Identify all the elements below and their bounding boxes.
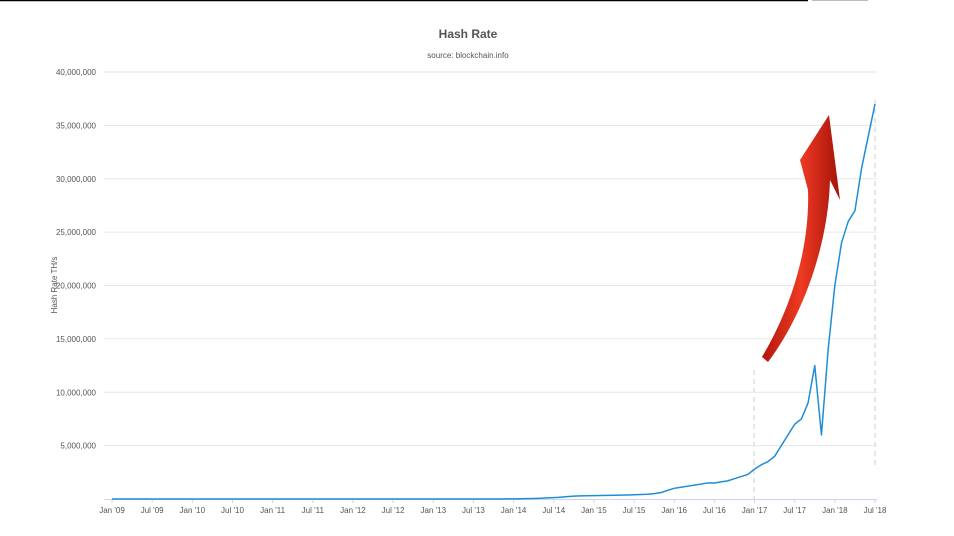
y-tick-label: 15,000,000 [56, 335, 97, 344]
y-tick-label: 40,000,000 [56, 68, 97, 77]
x-tick-label: Jul '18 [864, 506, 887, 515]
y-tick-label: 20,000,000 [56, 282, 97, 291]
chart-subtitle: source: blockchain.info [427, 51, 509, 60]
x-tick-label: Jul '09 [141, 506, 164, 515]
x-tick-label: Jul '14 [542, 506, 565, 515]
y-tick-label: 10,000,000 [56, 388, 97, 397]
x-tick-label: Jan '16 [661, 506, 687, 515]
y-tick-label: 25,000,000 [56, 228, 97, 237]
x-tick-label: Jul '11 [302, 506, 325, 515]
plot-area: 5,000,000 10,000,000 15,000,000 20,000,000 2… [56, 68, 887, 515]
x-tick-label: Jul '16 [703, 506, 726, 515]
x-tick-label: Jul '15 [623, 506, 646, 515]
x-tick-label: Jan '13 [420, 506, 446, 515]
x-tick-label: Jan '11 [260, 506, 286, 515]
x-tick-label: Jul '17 [783, 506, 806, 515]
x-tick-label: Jul '13 [462, 506, 485, 515]
y-tick-label: 30,000,000 [56, 175, 97, 184]
data-line [112, 103, 876, 500]
x-tick-label: Jan '18 [822, 506, 848, 515]
chart-title: Hash Rate [439, 27, 498, 41]
y-axis-label: Hash Rate TH/s [50, 257, 59, 314]
x-tick-label: Jan '09 [99, 506, 125, 515]
y-tick-label: 35,000,000 [56, 121, 97, 130]
red-arrow [762, 115, 840, 362]
x-tick-label: Jul '10 [221, 506, 244, 515]
y-tick-label: 5,000,000 [60, 442, 96, 451]
x-tick-label: Jan '12 [340, 506, 366, 515]
x-tick-label: Jan '14 [501, 506, 527, 515]
x-tick-label: Jan '17 [742, 506, 768, 515]
x-tick-label: Jan '10 [180, 506, 206, 515]
x-tick-label: Jan '15 [581, 506, 607, 515]
x-tick-label: Jul '12 [382, 506, 405, 515]
